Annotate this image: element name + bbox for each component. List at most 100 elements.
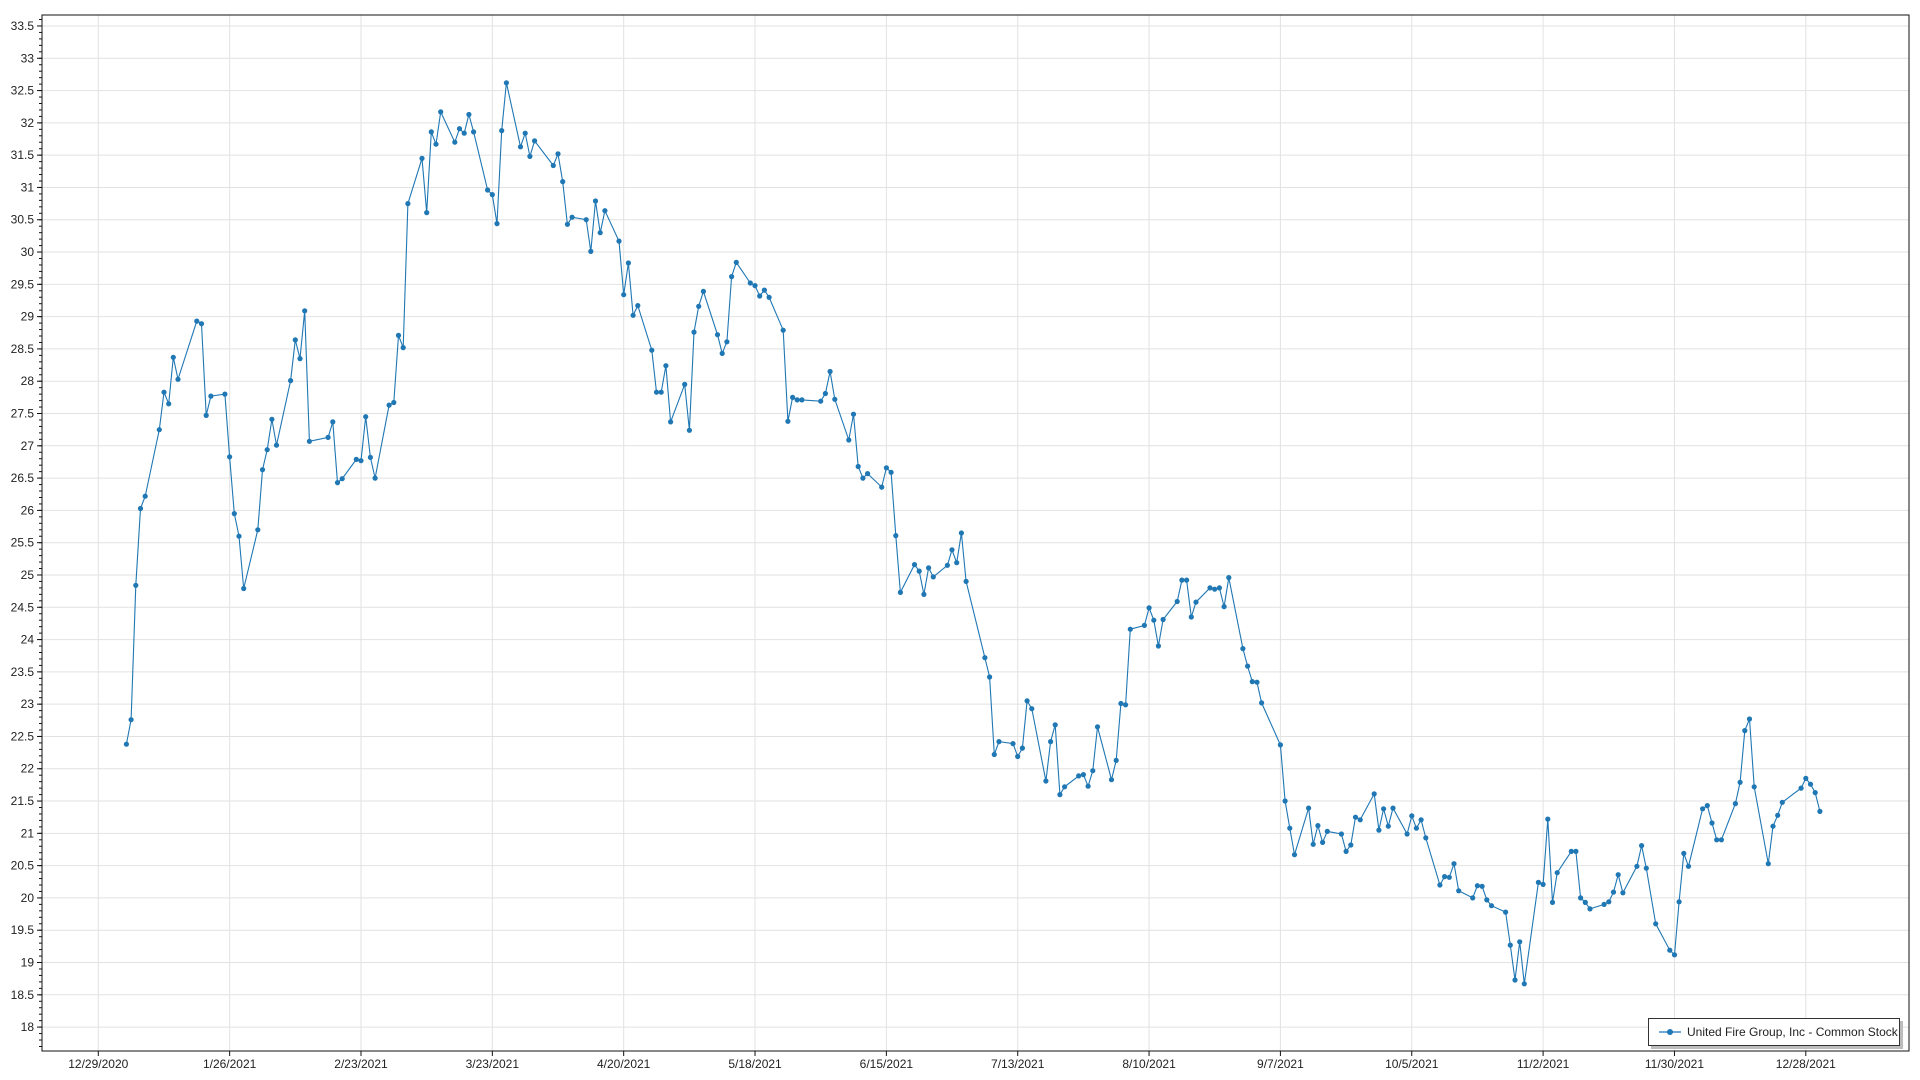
x-tick-label: 12/29/2020: [68, 1057, 128, 1071]
data-point: [653, 389, 660, 395]
data-point: [1512, 977, 1518, 983]
data-point: [269, 416, 275, 422]
data-point: [747, 280, 753, 286]
data-point: [560, 179, 566, 185]
data-point: [1737, 779, 1743, 785]
data-point: [719, 350, 725, 356]
data-point: [1188, 614, 1194, 620]
data-point: [1488, 903, 1495, 909]
data-point: [1151, 617, 1157, 623]
data-point: [363, 414, 369, 420]
data-point: [1620, 890, 1626, 896]
data-point: [1540, 881, 1546, 888]
x-tick-label: 6/15/2021: [860, 1057, 914, 1071]
y-tick-label: 18.5: [11, 988, 35, 1002]
data-point: [1413, 825, 1419, 831]
data-point: [1765, 861, 1771, 867]
data-point: [517, 144, 524, 150]
y-tick-label: 20.5: [11, 859, 35, 873]
data-point: [1127, 626, 1133, 632]
data-point: [1240, 646, 1246, 652]
data-point: [325, 434, 331, 440]
data-point: [1048, 739, 1054, 745]
data-point: [855, 463, 861, 470]
data-point: [1094, 724, 1101, 730]
data-point: [1024, 698, 1030, 704]
y-tick-label: 32.5: [11, 84, 35, 98]
data-point: [757, 293, 763, 299]
data-point: [1423, 835, 1429, 841]
data-point: [1207, 585, 1213, 591]
data-point: [433, 141, 439, 147]
x-tick-label: 9/7/2021: [1257, 1057, 1304, 1071]
data-point: [485, 187, 491, 193]
data-point: [259, 467, 266, 473]
data-point: [569, 214, 575, 220]
data-point: [503, 80, 509, 86]
data-point: [1442, 874, 1448, 880]
series-line: [125, 82, 1821, 984]
x-tick-label: 2/23/2021: [334, 1057, 388, 1071]
y-tick-label: 27: [21, 439, 35, 453]
data-point: [1676, 899, 1682, 905]
y-tick-label: 18: [21, 1020, 35, 1034]
data-point: [133, 582, 139, 588]
data-point: [630, 312, 636, 318]
y-tick-label: 24: [21, 633, 35, 647]
y-tick-label: 30: [21, 245, 35, 259]
data-point: [1587, 906, 1593, 912]
data-point: [1259, 700, 1265, 706]
data-point: [850, 411, 857, 417]
data-point: [987, 674, 993, 680]
data-point: [888, 469, 894, 475]
y-tick-label: 33: [21, 51, 35, 65]
x-tick-label: 7/13/2021: [991, 1057, 1045, 1071]
data-point: [1484, 897, 1490, 903]
data-point: [1291, 852, 1298, 858]
data-point: [1310, 841, 1316, 847]
data-point: [1578, 895, 1584, 901]
data-point: [1306, 805, 1312, 811]
data-point: [1052, 722, 1058, 728]
data-point: [911, 562, 918, 568]
data-point: [1503, 909, 1509, 915]
data-point: [175, 376, 181, 382]
data-point: [405, 201, 411, 207]
data-point: [1118, 700, 1124, 707]
y-axis: 18 18.5 19 19.5 20 20.5 21 21.5 22 22.5 23 23.5 24 24…: [11, 19, 42, 1047]
data-point: [658, 389, 664, 395]
data-point: [1671, 952, 1678, 958]
data-point: [700, 288, 707, 294]
data-point: [1010, 741, 1016, 747]
data-point: [428, 129, 434, 135]
data-point: [198, 321, 205, 327]
data-point: [686, 427, 693, 433]
data-point: [527, 153, 533, 159]
data-point: [353, 456, 359, 462]
data-point: [1554, 870, 1560, 876]
data-point: [306, 438, 312, 444]
data-point: [1545, 816, 1551, 822]
data-point: [1615, 872, 1621, 878]
data-point: [958, 530, 965, 536]
y-tick-label: 33.5: [11, 19, 35, 33]
data-point: [236, 533, 242, 539]
data-point: [1718, 837, 1724, 843]
data-point: [1409, 813, 1415, 819]
data-point: [358, 458, 364, 464]
data-point: [733, 259, 739, 265]
legend-label: United Fire Group, Inc - Common Stock: [1687, 1025, 1898, 1039]
data-point: [222, 391, 228, 397]
y-tick-label: 29: [21, 310, 35, 324]
data-point: [1610, 889, 1617, 895]
data-point: [1606, 899, 1612, 905]
data-point: [780, 327, 786, 333]
data-point: [1249, 679, 1255, 685]
data-point: [1245, 663, 1251, 669]
data-point: [1456, 888, 1462, 894]
x-tick-label: 5/18/2021: [728, 1057, 782, 1071]
data-point: [1639, 843, 1645, 849]
y-tick-label: 24.5: [11, 600, 35, 614]
data-point: [471, 129, 477, 135]
x-tick-label: 11/30/2021: [1645, 1057, 1704, 1071]
